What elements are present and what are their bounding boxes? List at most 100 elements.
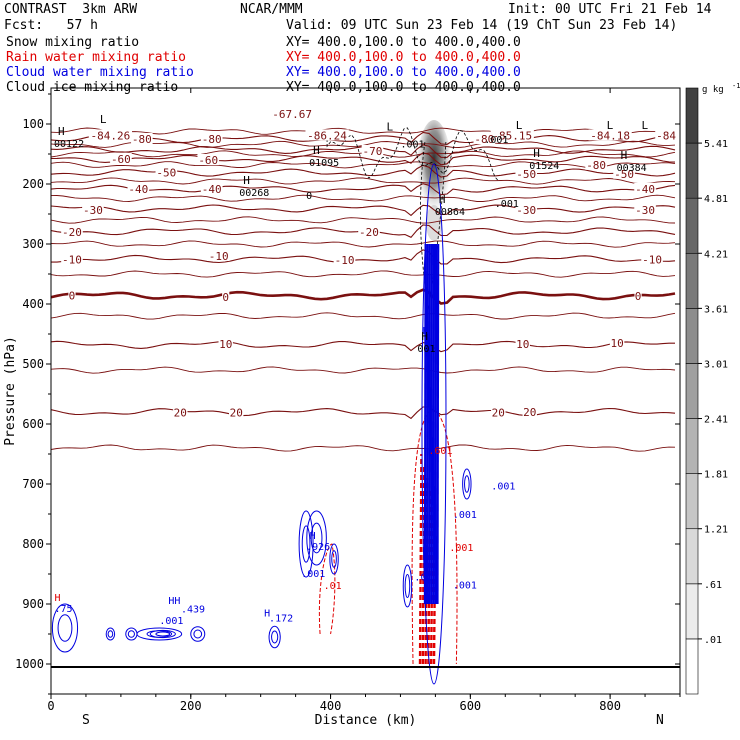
temp-label: 0: [69, 290, 76, 303]
extremum-mark: L: [516, 119, 523, 132]
cloud-water-blob: [268, 625, 281, 649]
temp-label-bg: [61, 226, 83, 237]
x-tick-label: 0: [47, 699, 54, 713]
temp-label: -30: [83, 204, 103, 217]
temp-label: -20: [62, 226, 82, 239]
cloud-water-core: [425, 243, 429, 605]
cloud-water-core: [430, 243, 433, 605]
temp-label: -60: [198, 154, 218, 167]
cloud-water-core: [434, 243, 438, 605]
cloud-water-blob-inner: [271, 630, 279, 644]
cloud-water-blob-inner: [464, 475, 470, 493]
temp-label-bg: [361, 145, 384, 156]
isotherm-minor: [51, 161, 676, 169]
colorbar-band: [685, 473, 699, 530]
extremum-mark: H: [313, 144, 320, 157]
extremum-mark: H: [243, 174, 250, 187]
x-tick-label: 200: [180, 699, 202, 713]
temp-label: 10: [219, 338, 232, 351]
y-axis-label: Pressure (hPa): [3, 336, 18, 446]
temp-label-bg: [515, 167, 538, 179]
cloud-water-blob: [149, 629, 176, 639]
colorbar-label: 4.81: [704, 194, 728, 205]
temp-label-bg: [218, 338, 233, 350]
temp-label: -10: [642, 254, 662, 267]
temp-label: -80: [132, 133, 152, 146]
temp-label-bg: [197, 154, 220, 165]
hydrometeor-label: .001: [301, 569, 325, 580]
x-tick-label: 600: [459, 699, 481, 713]
extremum-value: 01095: [309, 158, 339, 169]
temp-label: -30: [635, 204, 655, 217]
temp-label: -50: [614, 168, 634, 181]
field-cloud-water-label: Cloud water mixing ratio: [6, 65, 194, 80]
cloud-ice-core-contour: [420, 141, 447, 311]
temp-label: 10: [516, 338, 529, 351]
temp-label-bg: [270, 107, 314, 119]
extremum-mark: H: [621, 149, 628, 162]
temp-label: 20: [230, 407, 243, 420]
colorbar-label: 3.61: [704, 304, 728, 315]
x-end-label-south: S: [82, 713, 90, 728]
cloud-water-blob: [125, 627, 138, 641]
hydrometeor-label: H: [54, 593, 60, 604]
isotherm--40: [51, 183, 676, 196]
temp-label-bg: [609, 337, 625, 348]
cloud-water-blob-inner: [107, 630, 114, 638]
hydrometeor-label: .172: [269, 613, 293, 624]
y-tick-label: 200: [22, 177, 44, 191]
cloud-water-core: [436, 243, 440, 605]
model-title: CONTRAST 3km ARW: [4, 2, 138, 17]
temp-label-bg: [110, 152, 132, 164]
colorbar-unit: g kg: [702, 85, 724, 95]
isotherm-minor: [51, 194, 676, 202]
hydrometeor-label: 0: [306, 191, 312, 202]
colorbar-band: [685, 363, 699, 419]
rain-core-contour: [418, 453, 423, 665]
y-tick-label: 300: [22, 237, 44, 251]
colorbar-band: [685, 418, 699, 474]
temp-label-bg: [127, 182, 150, 194]
temp-label-bg: [222, 290, 230, 302]
colorbar-band: [685, 252, 699, 309]
colorbar-label: 1.81: [704, 470, 728, 481]
cloud-water-blob-inner: [331, 550, 337, 568]
extremum-mark: L: [386, 121, 393, 134]
field-rain-xy: XY= 400.0,100.0 to 400.0,400.0: [286, 50, 521, 65]
temp-label: -70: [363, 145, 383, 158]
y-tick-label: 400: [22, 297, 44, 311]
cloud-water-blob-inner: [57, 614, 73, 642]
temp-label-bg: [522, 406, 537, 417]
y-tick-label: 800: [22, 537, 44, 551]
isotherm-minor: [51, 216, 676, 224]
plot-frame: [50, 87, 681, 695]
isotherm-minor: [51, 177, 676, 185]
temp-label-bg: [131, 133, 153, 144]
colorbar-unit-exponent: -1: [732, 82, 740, 90]
temp-label: -80: [586, 159, 606, 172]
temp-label-bg: [358, 226, 380, 237]
hydrometeor-label: .601: [428, 446, 452, 457]
y-tick-label: 900: [22, 597, 44, 611]
extremum-value: 00864: [435, 207, 465, 218]
extremum-value: 00384: [617, 163, 647, 174]
cloud-water-envelope: [421, 163, 447, 685]
hydrometeor-label: .001: [414, 573, 438, 584]
init-time: Init: 00 UTC Fri 21 Feb 14: [508, 2, 712, 17]
y-tick-label: 100: [22, 117, 44, 131]
colorbar-band: [685, 142, 699, 199]
x-tick-label: 800: [599, 699, 621, 713]
extremum-value: 00268: [239, 188, 269, 199]
field-rain-label: Rain water mixing ratio: [6, 50, 187, 65]
temp-label: -80: [202, 133, 222, 146]
temp-label: -10: [209, 250, 229, 263]
isotherm-minor: [51, 312, 676, 320]
org-label: NCAR/MMM: [240, 2, 303, 17]
x-tick-label: 400: [320, 699, 342, 713]
temp-label-bg: [155, 166, 178, 178]
temp-label-bg: [490, 129, 534, 141]
cloud-ice-contour: [326, 127, 499, 181]
temp-label-bg: [68, 289, 76, 301]
hydrometeor-label: .001: [159, 616, 183, 627]
hydrometeor-label: .926: [306, 542, 330, 553]
